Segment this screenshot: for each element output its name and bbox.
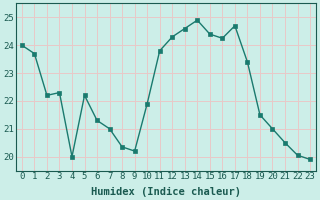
- X-axis label: Humidex (Indice chaleur): Humidex (Indice chaleur): [91, 186, 241, 197]
